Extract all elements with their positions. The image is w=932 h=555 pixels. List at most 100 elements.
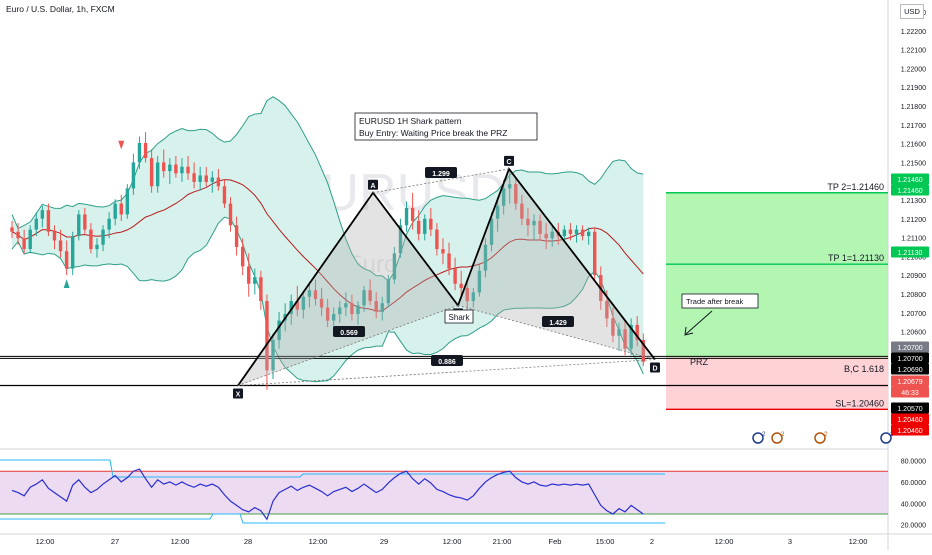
price-tag: 1.20700 <box>897 356 922 363</box>
ratio-ac-bg <box>425 167 457 178</box>
candle-body <box>368 290 372 302</box>
note-label: Trade after break <box>686 297 743 306</box>
price-tick: 1.21200 <box>901 217 926 224</box>
price-tag: 1.21460 <box>897 188 922 195</box>
stop-loss-zone <box>666 357 888 410</box>
pattern-point-label: D <box>652 366 657 373</box>
pattern-point-x <box>233 388 243 399</box>
candle-body <box>611 318 615 336</box>
candle-body <box>319 298 324 308</box>
candle-body <box>58 240 63 252</box>
shark-label-box <box>444 309 474 324</box>
candle-body <box>568 229 573 234</box>
candle-body <box>228 203 233 226</box>
annotation-line1: EURUSD 1H Shark pattern <box>359 116 462 126</box>
pattern-point-a <box>368 179 378 190</box>
candle-body <box>416 220 421 234</box>
price-tick: 1.21900 <box>901 85 926 92</box>
buy-signal-marker <box>63 279 70 289</box>
price-tick: 1.21000 <box>901 254 926 261</box>
rsi-tick: 60.0000 <box>901 480 926 487</box>
price-tick: 1.22200 <box>901 29 926 36</box>
price-tag-bg <box>891 184 929 196</box>
price-tag-bg <box>891 386 929 398</box>
candle-body <box>350 303 354 315</box>
candle-body <box>580 229 585 237</box>
candle-body <box>313 290 318 299</box>
price-tag: 1.21460 <box>897 177 922 184</box>
candle-body <box>520 203 524 219</box>
note-arrow-shaft <box>685 310 713 335</box>
ratio-bd: 1.429 <box>549 320 567 327</box>
candle-body <box>605 301 609 319</box>
price-tick: 1.22100 <box>901 48 926 55</box>
candle-body <box>247 266 251 284</box>
sl-label: SL=1.20460 <box>835 398 884 408</box>
ratio-xd: 0.886 <box>438 359 456 366</box>
price-tag-bg <box>891 352 929 364</box>
time-tick: Feb <box>549 537 562 546</box>
bollinger-lower <box>11 216 644 383</box>
ratio-line-ac <box>372 168 510 194</box>
price-tick: 1.20900 <box>901 273 926 280</box>
candle-body <box>574 229 579 234</box>
annotation-box <box>354 112 538 141</box>
time-tick: 28 <box>244 537 252 546</box>
candle-body <box>398 225 403 254</box>
time-tick: 12:00 <box>309 537 328 546</box>
currency-button[interactable]: USD <box>900 4 924 19</box>
candle-body <box>562 229 567 237</box>
event-icon <box>771 432 783 444</box>
rsi-tick: 20.0000 <box>901 523 926 530</box>
price-tag-bg <box>891 424 929 436</box>
event-icon-label: 2 <box>781 432 785 438</box>
pattern-point-d <box>650 362 660 373</box>
candle-body <box>307 290 312 297</box>
candle-body <box>253 277 257 284</box>
bollinger-basis <box>11 179 644 312</box>
event-icon <box>814 432 826 444</box>
candle-body <box>538 220 542 234</box>
candle-body <box>10 227 14 232</box>
time-tick: 27 <box>111 537 119 546</box>
ratio-line-xd <box>237 359 656 386</box>
ratio-ac: 1.299 <box>432 171 450 178</box>
candle-body <box>40 210 45 219</box>
candle-body <box>234 225 239 247</box>
pattern-point-label: C <box>506 159 511 166</box>
candle-body <box>101 229 105 245</box>
candle-body <box>447 253 451 269</box>
candle-body <box>441 249 445 254</box>
candle-body <box>471 292 476 302</box>
event-icon <box>752 432 764 444</box>
price-tag-bg <box>891 173 929 185</box>
candle-body <box>265 301 269 371</box>
price-tag-bg <box>891 375 929 387</box>
candle-body <box>28 229 32 250</box>
candle-body <box>489 218 494 245</box>
event-icon-label: 2 <box>824 432 828 438</box>
candle-body <box>289 301 293 315</box>
pattern-triangle-xab <box>238 192 458 386</box>
ratio-bd-bg <box>542 316 574 327</box>
candle-body <box>641 340 645 362</box>
candle-body <box>222 186 227 204</box>
candle-body <box>514 184 518 204</box>
candle-body <box>83 214 87 230</box>
candle-body <box>131 162 136 189</box>
time-tick: 12:00 <box>36 537 55 546</box>
candle-body <box>204 175 208 182</box>
price-tag: 1.21130 <box>898 250 923 257</box>
candle-body <box>186 166 190 174</box>
candle-body <box>52 231 57 241</box>
time-tick: 12:00 <box>443 537 462 546</box>
prz-label: PRZ <box>690 357 709 367</box>
annotation-line2: Buy Entry: Waiting Price break the PRZ <box>359 128 508 138</box>
candle-body <box>168 164 172 172</box>
candle-body <box>453 268 457 284</box>
price-tick: 1.21800 <box>901 104 926 111</box>
price-tick: 1.20600 <box>901 330 926 337</box>
candle-body <box>586 231 591 237</box>
